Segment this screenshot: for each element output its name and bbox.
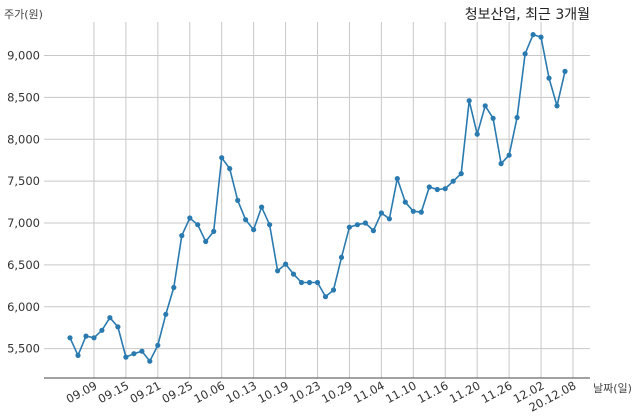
data-point [554, 103, 560, 109]
data-point [171, 284, 177, 291]
data-point [354, 222, 360, 228]
data-point [434, 186, 440, 193]
x-tick-label: 09.25 [160, 378, 196, 406]
data-point [99, 327, 105, 333]
data-point [155, 342, 161, 348]
data-point [378, 210, 384, 216]
data-point [338, 254, 345, 260]
data-point [219, 155, 225, 161]
data-point [83, 333, 89, 339]
data-point [530, 31, 536, 38]
data-point [123, 354, 129, 360]
x-tick-label: 09.21 [128, 378, 164, 406]
x-tick-label: 09.09 [64, 378, 100, 406]
data-point [283, 261, 289, 267]
data-point [251, 227, 257, 233]
data-point [163, 311, 169, 317]
data-point [75, 352, 81, 358]
data-point [394, 176, 400, 182]
data-point [330, 287, 337, 293]
x-tick-label: 10.19 [255, 378, 291, 406]
data-point [187, 215, 193, 221]
data-point [195, 222, 201, 228]
data-point [107, 315, 113, 321]
y-tick-label: 6,500 [7, 258, 40, 272]
data-point [546, 75, 552, 81]
data-point [235, 197, 241, 203]
data-point [490, 115, 496, 121]
x-tick-label: 10.13 [223, 378, 259, 406]
data-point [322, 294, 329, 300]
data-point [306, 279, 313, 286]
data-point [115, 324, 121, 330]
data-point [131, 351, 137, 357]
data-point [91, 335, 97, 341]
data-point [506, 152, 512, 158]
data-point [418, 209, 424, 215]
x-tick-label: 10.06 [191, 378, 227, 406]
x-tick-label: 10.29 [319, 378, 355, 406]
y-axis-label: 주가(원) [4, 8, 43, 21]
chart-title: 청보산업, 최근 3개월 [465, 7, 590, 23]
data-point [410, 208, 416, 214]
data-point [362, 220, 368, 226]
y-tick-label: 8,000 [7, 132, 40, 146]
x-tick-label: 10.23 [287, 378, 323, 406]
data-point [267, 222, 273, 228]
x-tick-label: 11.26 [479, 378, 515, 406]
x-tick-label: 11.16 [415, 378, 451, 406]
data-point [426, 184, 432, 190]
data-point [482, 103, 488, 109]
data-point [386, 216, 392, 222]
data-point [139, 348, 145, 354]
data-point [474, 131, 480, 137]
data-point [370, 228, 376, 234]
data-point [227, 166, 233, 172]
data-point [243, 217, 249, 223]
data-point [259, 204, 265, 210]
data-point [298, 279, 305, 286]
x-axis-label: 날짜(일) [593, 381, 632, 395]
data-point [450, 178, 456, 184]
y-tick-label: 5,500 [7, 342, 40, 356]
data-point [442, 186, 448, 192]
y-tick-label: 8,500 [7, 90, 40, 104]
data-point [203, 238, 209, 245]
y-tick-label: 6,000 [7, 300, 40, 314]
y-tick-label: 9,000 [7, 49, 40, 63]
y-tick-labels: 5,500 6,000 6,500 7,000 7,500 8,000 8,500 9,000 [7, 49, 40, 356]
x-tick-labels: 09.0909.1509.2109.2510.0610.1310.1910.23… [64, 378, 579, 414]
y-tick-label: 7,500 [7, 174, 40, 188]
data-point [314, 279, 321, 286]
data-point [538, 34, 544, 40]
data-point [402, 199, 408, 205]
data-point [147, 358, 153, 364]
data-point [562, 68, 568, 74]
x-tick-label: 11.20 [447, 378, 483, 406]
data-point [211, 228, 217, 234]
data-point [179, 233, 185, 239]
data-point [466, 98, 472, 104]
data-point [522, 51, 528, 57]
data-point [346, 224, 352, 230]
data-point [514, 114, 520, 121]
x-tick-label: 09.15 [96, 378, 132, 406]
data-point [275, 268, 281, 274]
x-tick-label: 11.04 [351, 378, 387, 406]
x-tick-label: 11.10 [383, 378, 419, 406]
price-series [67, 31, 568, 364]
gridlines [44, 22, 590, 378]
data-point [498, 161, 504, 167]
data-point [67, 335, 73, 341]
data-point [458, 171, 464, 177]
y-tick-label: 7,000 [7, 216, 40, 230]
data-point [290, 271, 297, 277]
